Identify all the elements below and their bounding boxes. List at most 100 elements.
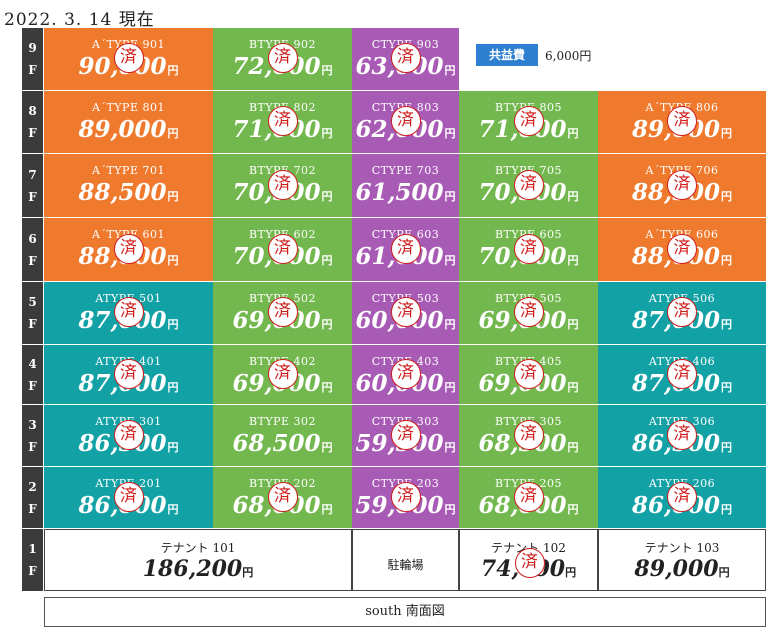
yen-unit: 円 [721, 190, 733, 203]
contracted-stamp: 済 [513, 358, 544, 389]
unit-cell[interactable]: ATYPE 30186,500円済 [44, 405, 213, 466]
unit-cell[interactable]: A´TYPE 90190,000円済 [44, 28, 213, 90]
yen-unit: 円 [321, 64, 333, 77]
yen-unit: 円 [444, 127, 456, 140]
unit-cell[interactable]: A´TYPE 701 88,500円 [44, 154, 213, 217]
unit-rent: 68,500円 [213, 430, 352, 457]
yen-unit: 円 [721, 254, 733, 267]
unit-type: A´TYPE 701 [92, 164, 165, 177]
unit-cell[interactable]: BTYPE 60270,000円済 [213, 218, 352, 281]
unit-cell[interactable]: BTYPE 90272,000円済 [213, 28, 352, 90]
contracted-stamp: 済 [390, 297, 421, 327]
yen-unit: 円 [567, 127, 579, 140]
unit-cell[interactable]: A´TYPE 80689,000円済 [598, 91, 766, 153]
floor-label-char: 5 [28, 295, 37, 309]
yen-unit: 円 [721, 381, 733, 394]
floor-label-char: F [28, 253, 37, 268]
yen-unit: 円 [444, 318, 456, 331]
unit-cell[interactable]: A´TYPE 60688,000円済 [598, 218, 766, 281]
yen-unit: 円 [444, 190, 456, 203]
contracted-stamp: 済 [267, 106, 298, 136]
floor-label-char: 3 [28, 417, 37, 432]
contracted-stamp: 済 [514, 548, 545, 578]
yen-unit: 円 [167, 190, 179, 203]
yen-unit: 円 [321, 441, 333, 454]
contracted-stamp: 済 [667, 297, 697, 327]
contracted-stamp: 済 [390, 106, 421, 136]
contracted-stamp: 済 [390, 419, 421, 450]
unit-cell[interactable]: BTYPE 30568,500円済 [459, 405, 598, 466]
unit-cell[interactable]: BTYPE 302 68,500円 [213, 405, 352, 466]
unit-cell[interactable]: ATYPE 40687,000円済 [598, 345, 766, 404]
unit-cell[interactable]: BTYPE 20568,000円済 [459, 467, 598, 528]
floor-label-char: 4 [28, 356, 37, 371]
yen-unit: 円 [321, 254, 333, 267]
contracted-stamp: 済 [513, 233, 544, 264]
unit-cell[interactable]: CTYPE 703 61,500円 [352, 154, 459, 217]
tenant-cell[interactable]: テナント 103 89,000円 [598, 529, 766, 591]
yen-unit: 円 [167, 127, 179, 140]
unit-cell[interactable]: A´TYPE 70688,500円済 [598, 154, 766, 217]
floor-label-char: F [28, 564, 37, 578]
contracted-stamp: 済 [667, 419, 697, 450]
unit-cell[interactable]: ATYPE 50687,000円済 [598, 282, 766, 344]
contracted-stamp: 済 [113, 297, 144, 327]
unit-rent-value: 88,500 [78, 179, 167, 206]
unit-cell[interactable]: CTYPE 80362,000円済 [352, 91, 459, 153]
unit-cell[interactable]: BTYPE 70270,500円済 [213, 154, 352, 217]
yen-unit: 円 [321, 381, 333, 394]
yen-unit: 円 [567, 254, 579, 267]
unit-cell[interactable]: BTYPE 70570,500円済 [459, 154, 598, 217]
south-elevation-label: south 南面図 [44, 597, 766, 627]
floor-label-char: F [28, 501, 37, 516]
common-fee-value: 6,000円 [545, 49, 592, 63]
unit-cell[interactable]: BTYPE 80271,000円済 [213, 91, 352, 153]
tenant-rent: 186,200円 [45, 556, 351, 582]
unit-cell[interactable]: CTYPE 60361,000円済 [352, 218, 459, 281]
unit-cell[interactable]: CTYPE 50360,000円済 [352, 282, 459, 344]
unit-cell[interactable]: CTYPE 20359,000円済 [352, 467, 459, 528]
yen-unit: 円 [444, 254, 456, 267]
yen-unit: 円 [721, 318, 733, 331]
unit-cell[interactable]: BTYPE 20268,000円済 [213, 467, 352, 528]
unit-cell[interactable]: BTYPE 50569,000円済 [459, 282, 598, 344]
tenant-rent: 89,000円 [599, 556, 765, 582]
floor-label-char: F [28, 189, 37, 204]
yen-unit: 円 [167, 503, 179, 516]
unit-cell[interactable]: ATYPE 20186,000円済 [44, 467, 213, 528]
unit-cell[interactable]: CTYPE 40360,000円済 [352, 345, 459, 404]
yen-unit: 円 [565, 566, 577, 579]
contracted-stamp: 済 [667, 233, 697, 264]
tenant-cell[interactable]: テナント 10274,000円済 [459, 529, 598, 591]
unit-cell[interactable]: BTYPE 40269,000円済 [213, 345, 352, 404]
bicycle-parking-cell[interactable]: 駐輪場 [352, 529, 459, 591]
contracted-stamp: 済 [667, 106, 697, 136]
unit-cell[interactable]: CTYPE 30359,500円済 [352, 405, 459, 466]
contracted-stamp: 済 [113, 481, 144, 512]
contracted-stamp: 済 [267, 43, 298, 73]
unit-cell[interactable]: BTYPE 40569,000円済 [459, 345, 598, 404]
floor-label-char: F [28, 317, 37, 331]
unit-cell[interactable]: ATYPE 30686,500円済 [598, 405, 766, 466]
unit-cell[interactable]: BTYPE 60570,000円済 [459, 218, 598, 281]
floor-label-char: F [28, 378, 37, 393]
yen-unit: 円 [321, 127, 333, 140]
unit-cell[interactable]: A´TYPE 801 89,000円 [44, 91, 213, 153]
contracted-stamp: 済 [390, 481, 421, 512]
unit-cell[interactable]: ATYPE 20686,000円済 [598, 467, 766, 528]
unit-cell[interactable]: ATYPE 40187,000円済 [44, 345, 213, 404]
floor-label-char: F [28, 126, 37, 140]
unit-cell[interactable]: BTYPE 80571,000円済 [459, 91, 598, 153]
unit-rent-value: 61,500 [355, 179, 444, 206]
unit-rent: 89,000円 [44, 116, 213, 143]
tenant-cell[interactable]: テナント 101 186,200円 [44, 529, 352, 591]
yen-unit: 円 [567, 441, 579, 454]
tenant-rent-value: 89,000 [634, 556, 719, 582]
unit-cell[interactable]: A´TYPE 60188,000円済 [44, 218, 213, 281]
yen-unit: 円 [444, 64, 456, 77]
unit-cell[interactable]: ATYPE 50187,000円済 [44, 282, 213, 344]
unit-cell[interactable]: CTYPE 90363,000円済 [352, 28, 459, 90]
unit-cell[interactable]: BTYPE 50269,000円済 [213, 282, 352, 344]
